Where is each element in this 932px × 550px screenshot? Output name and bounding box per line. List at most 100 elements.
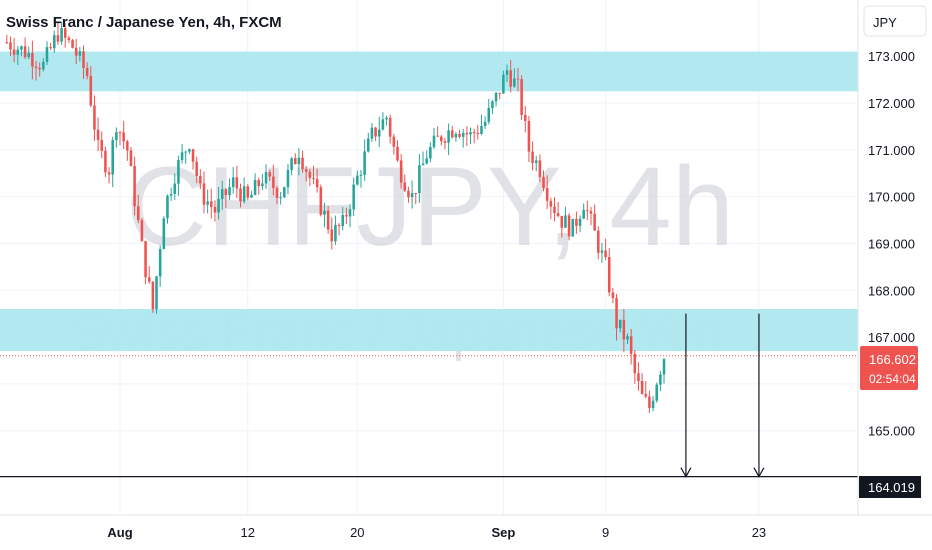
candle-body — [385, 117, 388, 120]
candle-body — [564, 215, 567, 228]
candle-body — [348, 209, 352, 217]
candle-body — [542, 177, 545, 189]
candle-body — [392, 136, 396, 147]
candle-body — [560, 215, 564, 228]
candle-body — [527, 120, 531, 152]
x-tick-label: 23 — [752, 525, 766, 540]
candle-body — [38, 67, 41, 70]
candle-body — [396, 146, 399, 161]
candle-body — [89, 75, 93, 106]
candle-body — [107, 172, 111, 175]
candle-body — [111, 140, 114, 175]
candle-body — [250, 194, 253, 198]
candle-body — [118, 132, 122, 134]
price-axis-panel[interactable] — [858, 0, 932, 515]
annotation-lines — [0, 313, 858, 478]
candle-body — [469, 132, 472, 135]
candle-body — [155, 276, 158, 310]
candle-body — [523, 114, 527, 121]
candle-body — [553, 206, 556, 214]
candle-body — [505, 70, 509, 75]
candle-body — [637, 373, 640, 381]
candle-body — [297, 157, 301, 165]
candle-body — [242, 186, 246, 202]
symbol-title[interactable]: Swiss Franc / Japanese Yen, 4h, FXCM — [6, 14, 282, 31]
y-tick-label: 172.000 — [868, 96, 915, 111]
candle-body — [418, 165, 421, 194]
candle-body — [319, 187, 323, 215]
candle-body — [337, 224, 341, 227]
candle-body — [403, 182, 407, 191]
candle-body — [377, 129, 381, 137]
candle-body — [374, 127, 377, 137]
candle-body — [202, 183, 206, 205]
candle-body — [279, 197, 282, 199]
candle-body — [597, 230, 600, 253]
candle-body — [115, 132, 118, 141]
candle-body — [571, 218, 575, 237]
time-axis-ticks: Aug 12 20 Sep 9 23 — [107, 525, 766, 540]
x-tick-label: Sep — [491, 525, 515, 540]
candle-body — [651, 400, 655, 408]
candle-body — [345, 215, 348, 217]
candle-body — [640, 380, 644, 395]
target-line-tag: 164.019 — [859, 476, 921, 498]
candle-body — [618, 319, 622, 329]
candle-body — [440, 136, 443, 142]
candle-body — [315, 179, 319, 188]
candle-body — [63, 28, 67, 38]
candle-body — [231, 177, 235, 188]
candle-body — [23, 46, 27, 58]
candle-body — [67, 37, 71, 41]
candle-body — [104, 150, 107, 173]
candle-body — [188, 149, 191, 152]
candle-body — [600, 250, 604, 253]
candle-body — [129, 150, 133, 167]
candle-body — [432, 135, 436, 148]
y-tick-label: 168.000 — [868, 283, 915, 298]
candle-body — [140, 220, 144, 242]
candle-body — [253, 179, 257, 195]
candles — [5, 22, 666, 413]
candle-body — [538, 160, 542, 178]
candle-body — [480, 126, 483, 134]
candle-body — [586, 209, 589, 211]
candle-body — [42, 61, 45, 70]
candle-body — [531, 151, 534, 164]
candle-body — [169, 193, 173, 196]
candle-body — [78, 51, 82, 56]
candle-body — [502, 74, 505, 94]
candle-body — [655, 384, 658, 401]
candle-body — [93, 105, 96, 130]
candle-body — [147, 277, 151, 282]
candle-body — [334, 224, 337, 242]
y-tick-label: 171.000 — [868, 143, 915, 158]
candle-body — [582, 209, 585, 219]
candle-body — [567, 215, 571, 237]
x-tick-label: 9 — [602, 525, 609, 540]
candle-body — [593, 213, 596, 231]
candle-body — [199, 176, 202, 184]
candle-body — [206, 201, 209, 205]
candle-body — [472, 132, 476, 134]
candle-body — [144, 241, 147, 278]
candle-body — [421, 163, 425, 166]
candle-body — [20, 46, 23, 50]
candle-body — [49, 47, 52, 49]
candle-body — [82, 51, 85, 68]
candle-body — [312, 178, 315, 180]
candle-body — [341, 215, 345, 227]
candle-body — [498, 92, 501, 94]
currency-button[interactable]: JPY — [863, 5, 927, 37]
last-price-value: 166.602 — [869, 352, 916, 367]
candle-body — [323, 210, 326, 215]
candle-body — [45, 47, 49, 62]
currency-label: JPY — [873, 15, 897, 30]
candle-body — [71, 40, 74, 48]
candle-body — [96, 129, 100, 140]
candle-body — [615, 298, 618, 329]
candle-body — [268, 172, 271, 177]
candle-body — [450, 130, 454, 138]
